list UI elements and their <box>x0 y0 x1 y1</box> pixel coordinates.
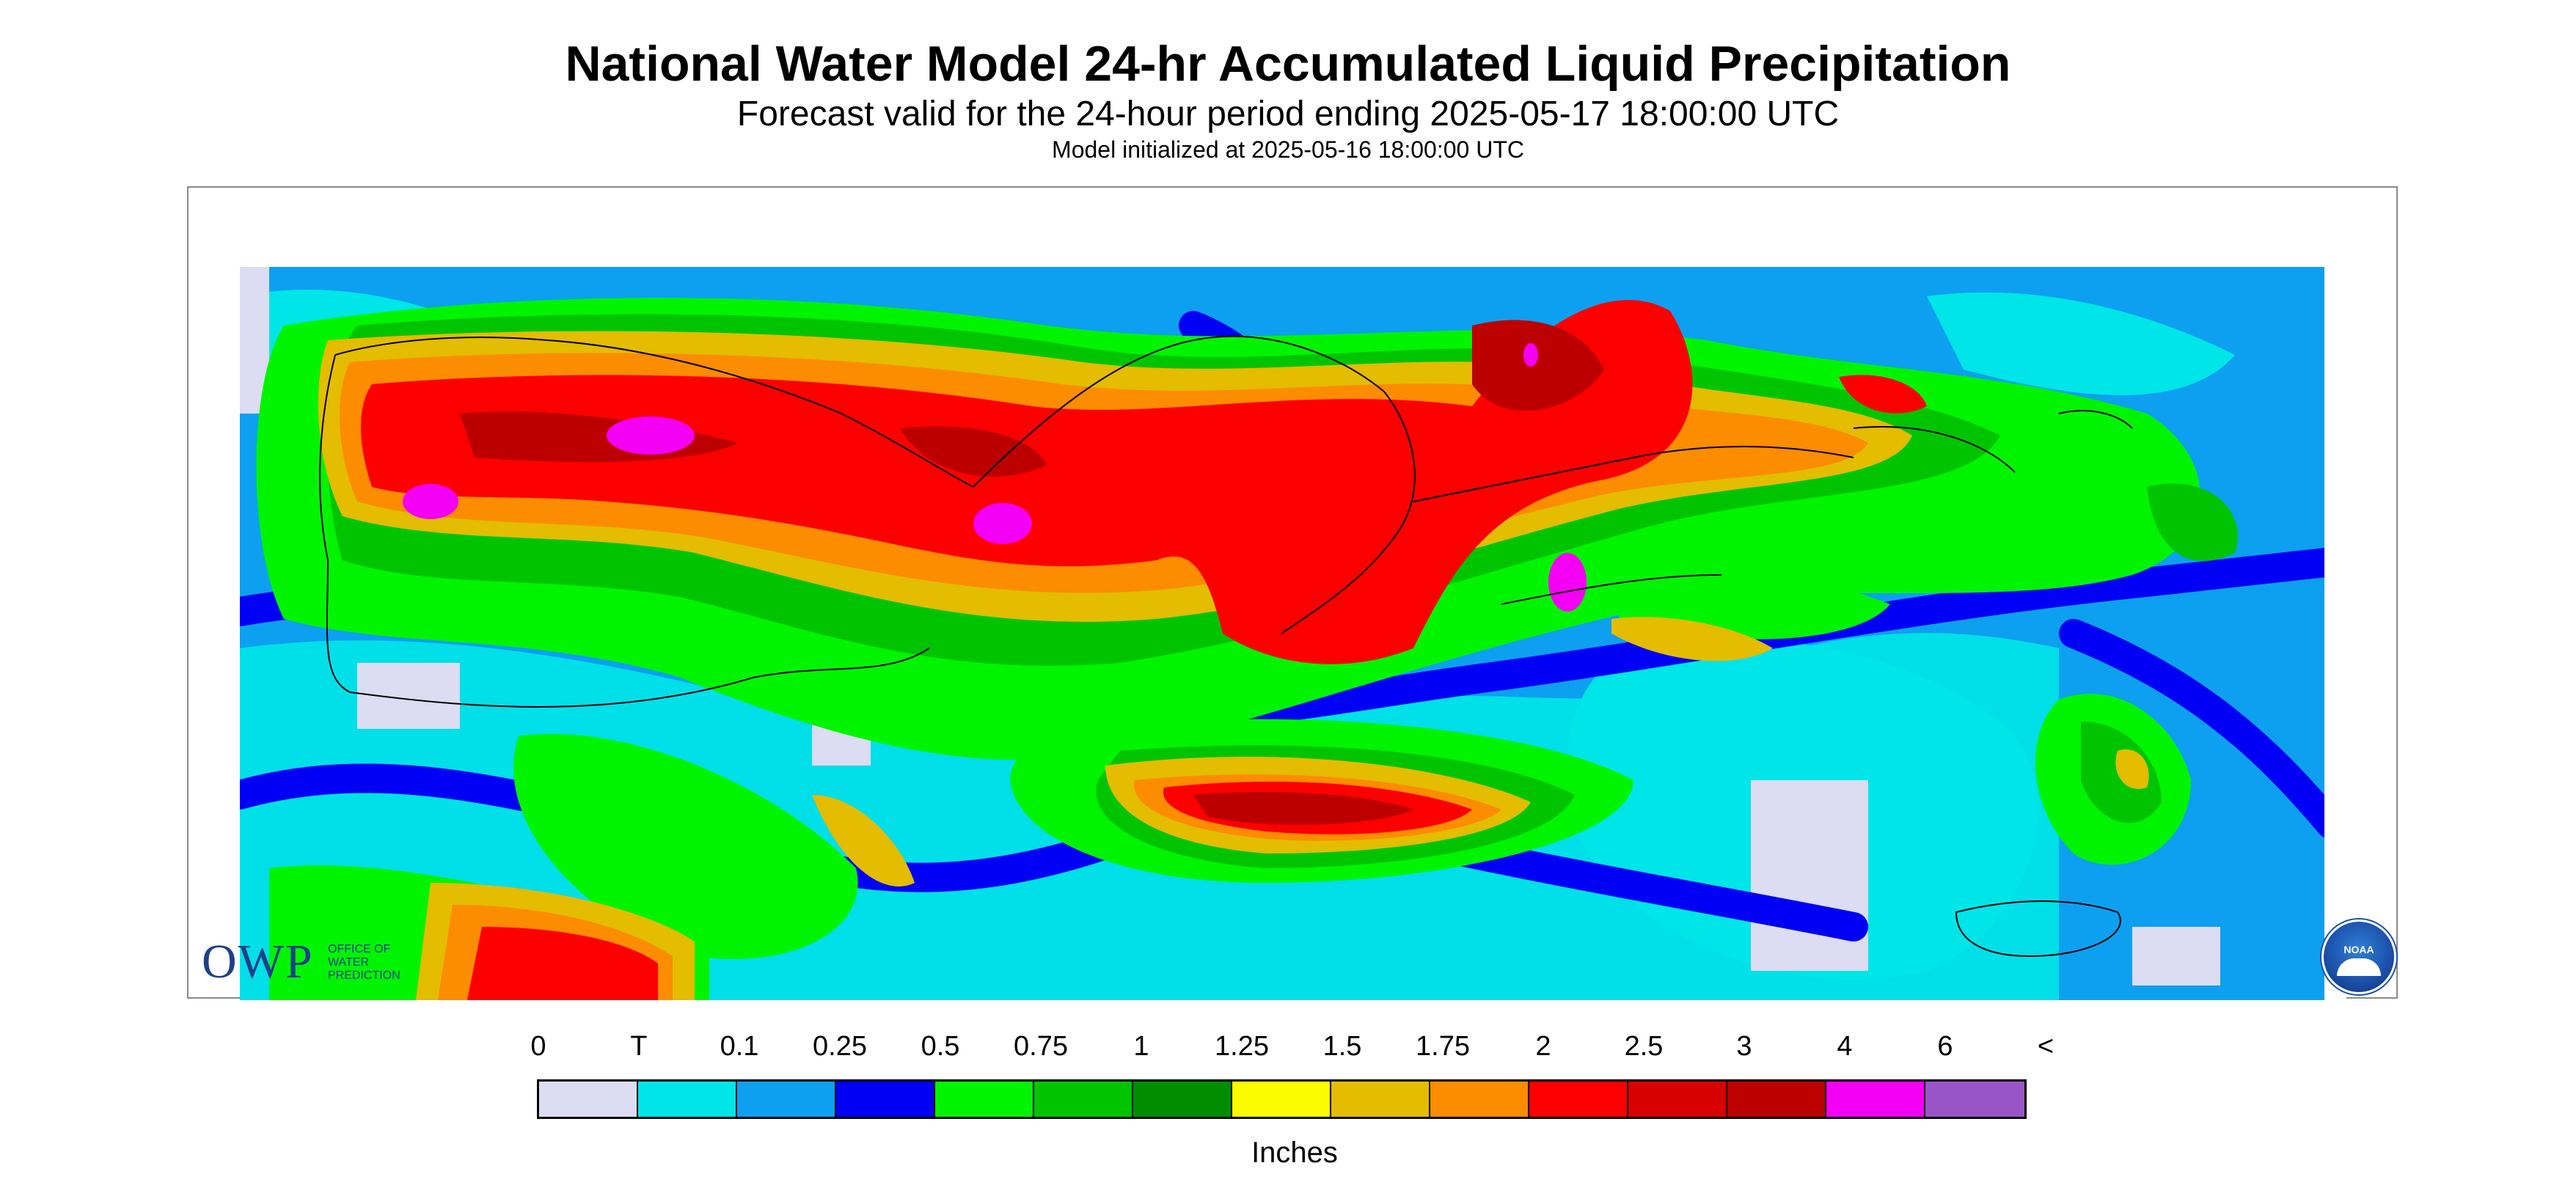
legend-swatch <box>1034 1082 1133 1117</box>
noaa-logo: NOAA <box>2321 919 2396 994</box>
magenta-areas <box>403 343 1587 612</box>
legend-swatch <box>638 1082 737 1117</box>
legend-swatch <box>539 1082 638 1117</box>
legend-tick-label: 1.75 <box>1416 1031 1470 1062</box>
legend-swatch <box>1727 1082 1826 1117</box>
precipitation-map <box>240 267 2346 1000</box>
legend-tick-label: 1 <box>1133 1031 1149 1062</box>
legend-tick-label: 3 <box>1736 1031 1752 1062</box>
map-title: National Water Model 24-hr Accumulated L… <box>565 36 2011 92</box>
coastlines <box>319 335 2133 958</box>
legend-swatches <box>537 1079 2027 1119</box>
legend-swatch <box>1529 1082 1628 1117</box>
map-right-edge <box>2324 267 2346 1000</box>
legend-units: Inches <box>1251 1137 1338 1169</box>
legend-tick-label: 0.1 <box>720 1031 759 1062</box>
legend-tick-label: 0.25 <box>813 1031 867 1062</box>
legend-swatch <box>836 1082 935 1117</box>
model-init-line: Model initialized at 2025-05-16 18:00:00… <box>1052 136 1524 163</box>
legend-swatch <box>1925 1082 2024 1117</box>
legend-tick-label: T <box>630 1031 648 1062</box>
legend-tick-label: 1.25 <box>1215 1031 1269 1062</box>
legend-tick-label: 0.75 <box>1014 1031 1068 1062</box>
legend-tick-label: 0.5 <box>921 1031 960 1062</box>
legend-swatch <box>935 1082 1034 1117</box>
legend-swatch <box>1133 1082 1232 1117</box>
legend-swatch <box>1826 1082 1925 1117</box>
legend-swatch <box>1430 1082 1529 1117</box>
legend-tick-label: 0 <box>530 1031 546 1062</box>
legend-tick-label: 4 <box>1837 1031 1853 1062</box>
noaa-logo-text: NOAA <box>2343 944 2374 955</box>
owp-logo: OWP <box>202 935 314 988</box>
legend-tick-label: < <box>2037 1031 2054 1062</box>
map-frame: OWP OFFICE OF WATER PREDICTION NOAA <box>187 186 2398 1000</box>
legend-swatch <box>1331 1082 1430 1117</box>
legend-tick-label: 2 <box>1535 1031 1551 1062</box>
legend-swatch <box>1232 1082 1331 1117</box>
owp-logo-subtext: OFFICE OF WATER PREDICTION <box>328 943 400 982</box>
legend-tick-label: 6 <box>1937 1031 1953 1062</box>
legend-swatch <box>737 1082 836 1117</box>
legend-tick-label: 1.5 <box>1322 1031 1362 1062</box>
map-subtitle: Forecast valid for the 24-hour period en… <box>736 95 1840 133</box>
legend-tick-label: 2.5 <box>1624 1031 1664 1062</box>
noaa-bird-icon <box>2337 958 2381 976</box>
color-legend: 0 T 0.1 0.25 0.5 0.75 1 1.25 1.5 1.75 2 2.5 3 4 6 < Inc… <box>530 1031 2054 1178</box>
legend-swatch <box>1628 1082 1727 1117</box>
